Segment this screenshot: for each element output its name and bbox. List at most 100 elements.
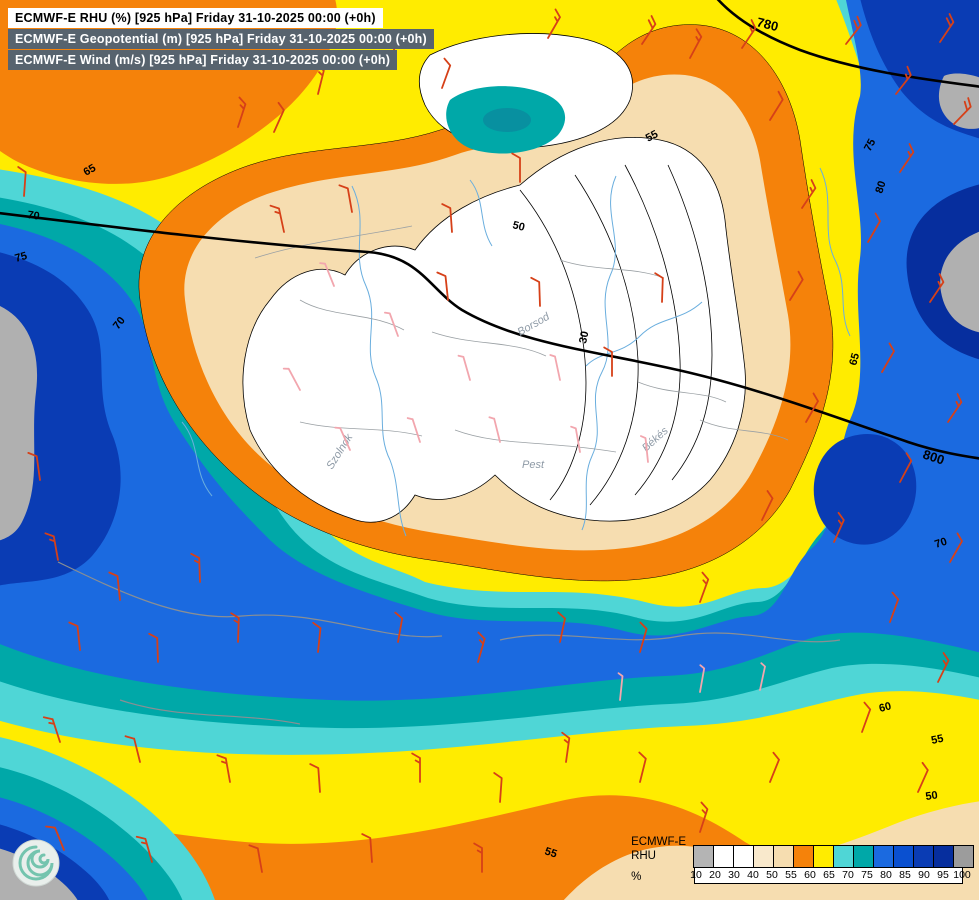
contour-label: 80 <box>873 180 888 195</box>
legend-value: 50 <box>766 869 778 881</box>
legend-values: 10 20 30 40 50 55 60 65 70 75 80 85 90 95 100 <box>690 868 971 884</box>
geopotential-label: 780 <box>755 14 780 34</box>
wind-barb <box>833 511 845 543</box>
legend-value: 90 <box>918 869 930 881</box>
wind-barb <box>237 96 247 128</box>
wind-barb <box>384 311 399 337</box>
contour-labels-layer: 780 800 65 70 75 70 50 55 30 75 80 65 70 60 55 50 55 <box>14 14 949 860</box>
wind-barb <box>477 631 486 663</box>
wind-barb <box>805 392 819 423</box>
wind-barb <box>640 435 649 463</box>
legend-unit: % <box>631 870 642 883</box>
region-label: Pest <box>522 459 545 471</box>
contour-label: 30 <box>577 330 591 344</box>
wind-barb <box>473 842 483 873</box>
geopotential-780-line <box>716 0 979 88</box>
wind-barb <box>44 532 59 561</box>
wind-barb <box>917 761 929 793</box>
legend-value: 30 <box>728 869 740 881</box>
header-line-geopotential: ECMWF-E Geopotential (m) [925 hPa] Frida… <box>8 29 434 49</box>
wind-barb <box>603 346 613 377</box>
contour-label: 55 <box>543 845 558 860</box>
contour-label: 55 <box>930 733 944 747</box>
legend-value: 60 <box>804 869 816 881</box>
wind-barb <box>436 271 449 301</box>
contour-label: 75 <box>14 250 29 265</box>
wind-barb <box>654 272 664 303</box>
legend-value: 40 <box>747 869 759 881</box>
contour-label: 50 <box>511 219 526 234</box>
legend-swatch <box>753 845 774 868</box>
legend-swatches <box>693 845 974 868</box>
wind-barb <box>899 452 913 483</box>
legend-value: 95 <box>937 869 949 881</box>
wind-barb <box>488 416 501 443</box>
wind-barb <box>27 452 41 481</box>
wind-barb <box>334 426 351 451</box>
wind-barb <box>190 552 201 583</box>
wind-barb <box>511 152 521 183</box>
wind-barb <box>493 772 503 803</box>
legend-swatch <box>933 845 954 868</box>
wind-barb <box>953 97 972 125</box>
legend-value: 100 <box>953 869 971 881</box>
contour-label: 75 <box>862 137 878 153</box>
legend-parameter: RHU <box>631 850 656 863</box>
wind-barb <box>689 28 703 59</box>
legend-swatch <box>913 845 934 868</box>
wind-barb <box>319 262 335 287</box>
contour-label: 70 <box>933 536 948 551</box>
wind-barb <box>45 825 65 851</box>
wind-barb <box>761 490 774 521</box>
humidity-contour-lines <box>519 164 713 506</box>
wind-barb <box>939 13 955 43</box>
wind-barb <box>889 591 900 623</box>
legend-colorbar: 10 20 30 40 50 55 60 65 70 75 80 85 90 95 100 <box>690 845 974 884</box>
wind-barb <box>881 342 895 373</box>
wind-barb <box>530 276 541 307</box>
contour-label: 70 <box>27 209 41 223</box>
map-header: ECMWF-E RHU (%) [925 hPa] Friday 31-10-2… <box>8 8 434 71</box>
wind-barb <box>549 354 561 381</box>
wind-barb <box>867 212 881 243</box>
wind-barb <box>269 204 285 233</box>
legend-title: ECMWF-E RHU % <box>631 835 694 884</box>
wind-barb <box>947 393 963 423</box>
contour-label: 65 <box>847 352 862 367</box>
wind-barb <box>699 801 709 833</box>
wind-barb <box>699 571 710 603</box>
wind-barb <box>699 664 706 693</box>
wind-barb <box>394 611 404 643</box>
wind-barb <box>441 203 453 233</box>
wind-barb <box>547 8 561 39</box>
legend-model: ECMWF-E <box>631 835 686 848</box>
geopotential-label: 800 <box>921 447 946 468</box>
wind-barb <box>42 716 61 743</box>
legend-value: 10 <box>690 869 702 881</box>
wind-barb <box>641 15 657 45</box>
legend-swatch <box>713 845 734 868</box>
wind-barb <box>17 166 27 197</box>
wind-barb <box>406 417 421 443</box>
wind-barb <box>216 754 231 783</box>
wind-barb <box>801 179 817 209</box>
wind-barb <box>759 662 766 691</box>
wind-barb <box>861 701 872 733</box>
legend-swatch <box>813 845 834 868</box>
legend-swatch <box>773 845 794 868</box>
legend-swatch <box>893 845 914 868</box>
contour-label: 70 <box>111 315 128 332</box>
wind-barb <box>457 354 471 381</box>
header-line-rhu: ECMWF-E RHU (%) [925 hPa] Friday 31-10-2… <box>8 8 383 28</box>
wind-barb <box>937 652 950 683</box>
wind-barb <box>899 143 915 173</box>
wind-barb <box>557 611 566 643</box>
rivers <box>181 167 851 537</box>
legend-swatch <box>833 845 854 868</box>
wind-barb <box>312 621 322 653</box>
legend-value: 55 <box>785 869 797 881</box>
spiral-logo-icon <box>12 839 60 887</box>
header-line-wind: ECMWF-E Wind (m/s) [925 hPa] Friday 31-1… <box>8 50 398 70</box>
wind-barb <box>309 763 321 793</box>
